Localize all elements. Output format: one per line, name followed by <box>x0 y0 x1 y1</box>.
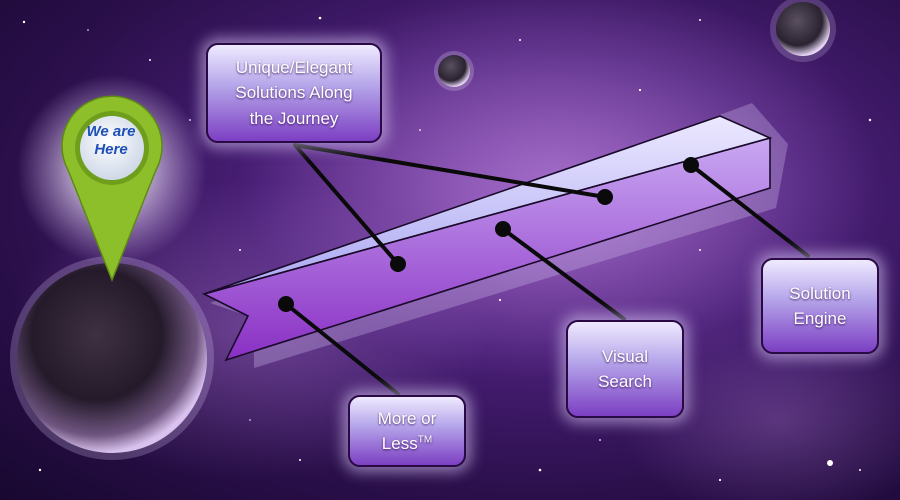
box-solution-engine-label: Solution Engine <box>789 283 851 329</box>
box-solution-engine: Solution Engine <box>761 258 879 354</box>
dot-solution <box>683 157 699 173</box>
nebula-cloud <box>620 320 900 500</box>
star <box>87 29 89 31</box>
star <box>519 39 521 41</box>
star <box>599 439 601 441</box>
stars <box>22 16 872 482</box>
star <box>699 19 701 21</box>
connector-more <box>284 302 400 396</box>
star <box>38 468 42 472</box>
arrow-ridge <box>203 137 771 295</box>
star <box>859 469 861 471</box>
dot-unique <box>390 256 406 272</box>
star <box>827 460 833 466</box>
arrow-dots <box>278 157 699 312</box>
box-visual-search-label: Visual Search <box>598 346 652 392</box>
box-more-or-less: More or LessTM <box>348 395 466 467</box>
planet-icon <box>10 256 214 460</box>
star <box>249 419 251 421</box>
location-pin-icon <box>61 95 163 283</box>
connectors <box>284 143 810 396</box>
star <box>718 478 722 482</box>
connector-solution <box>689 163 810 258</box>
box-visual-search: Visual Search <box>566 320 684 418</box>
box-more-or-less-label: More or LessTM <box>378 406 437 457</box>
star <box>22 20 26 24</box>
connector-visual <box>501 227 626 321</box>
connector-unique-1 <box>293 143 400 266</box>
moon-icon <box>434 51 474 91</box>
box-more-or-less-text: More or Less <box>377 408 437 454</box>
star <box>318 16 322 20</box>
star <box>419 129 421 131</box>
pin-label: We are Here <box>86 123 136 158</box>
trademark-mark: TM <box>417 434 433 446</box>
dot-visual <box>495 221 511 237</box>
star <box>299 459 301 461</box>
dot-more <box>278 296 294 312</box>
star <box>498 298 502 302</box>
moon-icon <box>770 0 836 62</box>
star <box>538 468 542 472</box>
star <box>699 249 701 251</box>
box-unique-solutions-label: Unique/Elegant Solutions Along the Journ… <box>235 57 353 128</box>
box-unique-solutions: Unique/Elegant Solutions Along the Journ… <box>206 43 382 143</box>
dot-unique-end <box>597 189 613 205</box>
star <box>868 118 872 122</box>
connector-unique-2 <box>293 143 607 199</box>
star <box>149 59 151 61</box>
star <box>239 249 241 251</box>
star <box>638 88 642 92</box>
